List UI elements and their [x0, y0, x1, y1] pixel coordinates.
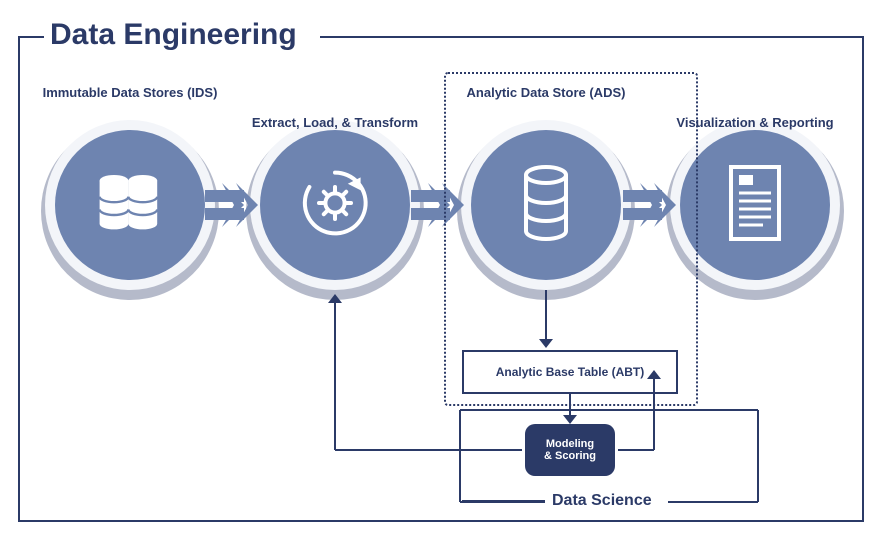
data-science-frame [0, 0, 882, 535]
data-science-title: Data Science [552, 492, 652, 510]
